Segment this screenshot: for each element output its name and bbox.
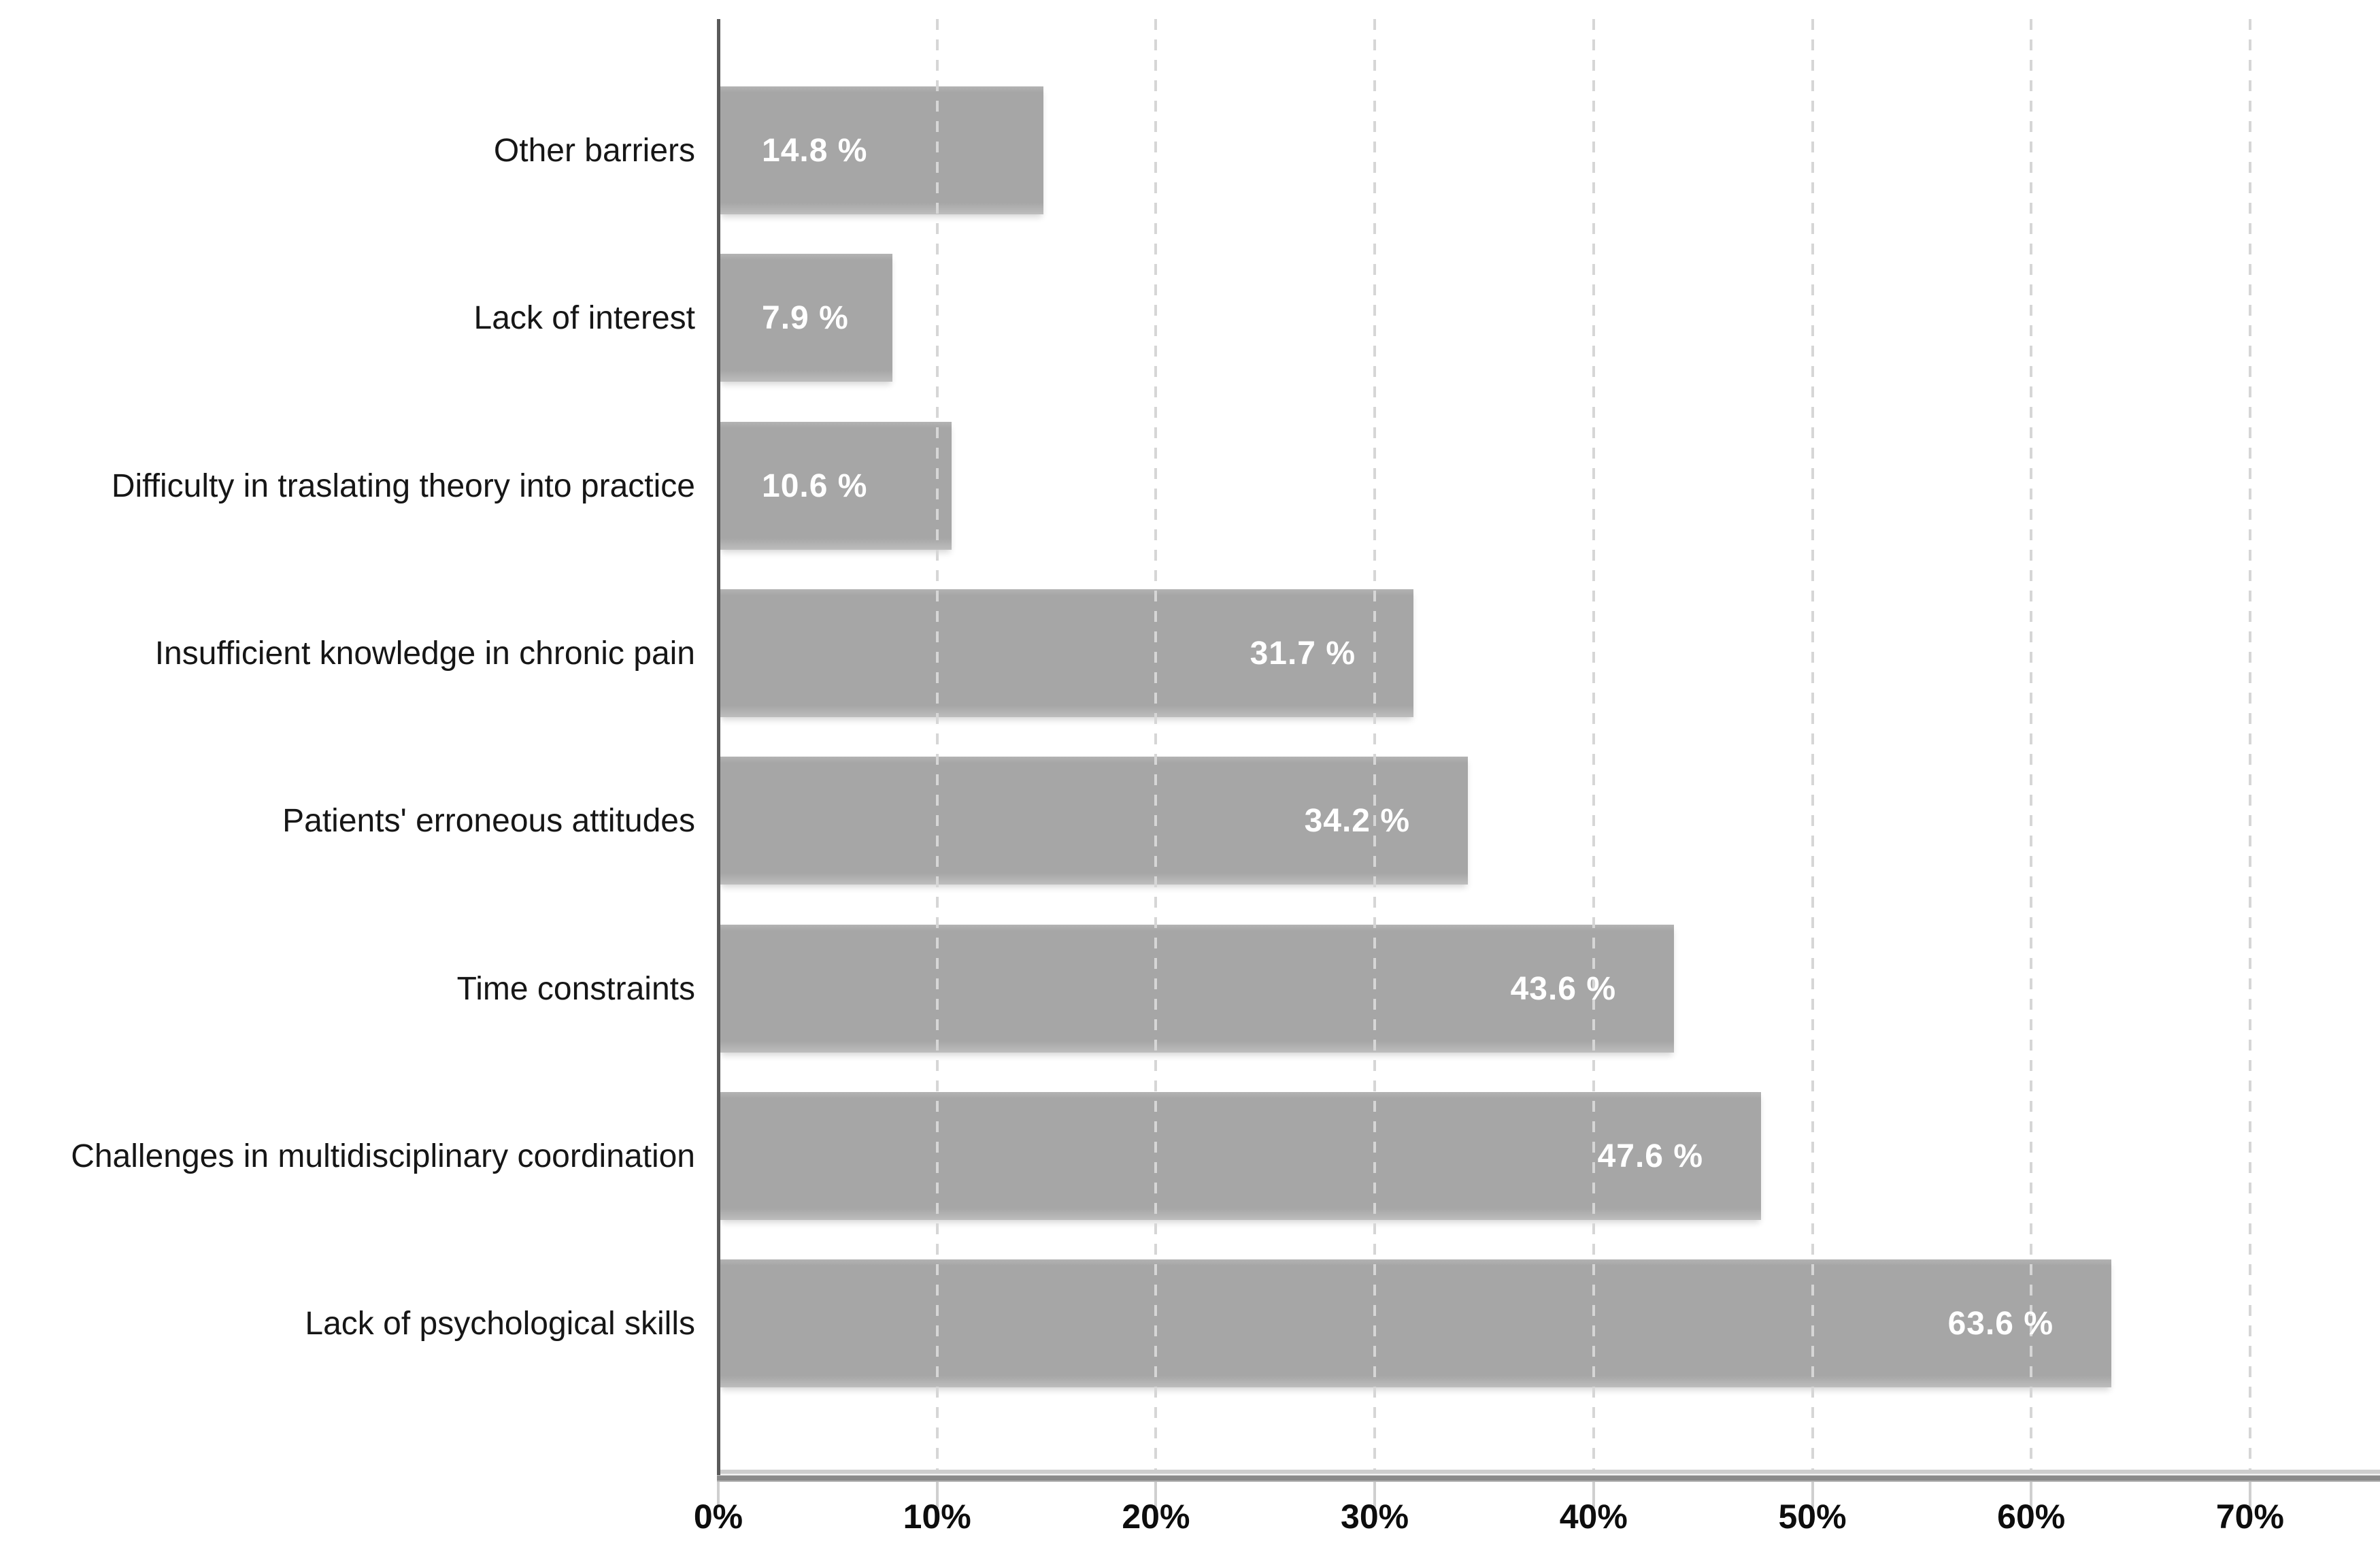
x-axis-tick-label: 0% [693, 1498, 743, 1536]
x-axis-tick-label: 40% [1559, 1498, 1628, 1536]
x-axis-tick [2030, 1482, 2033, 1508]
bar [720, 1092, 1761, 1220]
x-axis-tick-label: 20% [1122, 1498, 1190, 1536]
gridline-10pct [935, 19, 939, 1470]
bar [720, 422, 952, 550]
bar [720, 757, 1468, 885]
gridline-60pct [2030, 19, 2033, 1470]
category-label: Insufficient knowledge in chronic pain [154, 635, 695, 672]
y-axis-line [717, 19, 720, 1475]
bar-value-label: 34.2 % [1304, 802, 1410, 839]
bar [720, 1259, 2111, 1387]
gridline-50pct [1811, 19, 1814, 1470]
bar-value-label: 31.7 % [1250, 635, 1356, 672]
x-axis-tick [1373, 1482, 1377, 1508]
x-axis-tick-label: 60% [1997, 1498, 2066, 1536]
x-axis-tick [717, 1482, 720, 1508]
gridline-20pct [1154, 19, 1158, 1470]
x-axis-baseline [717, 1470, 2380, 1482]
bar-value-label: 10.6 % [762, 467, 868, 504]
x-axis-tick-label: 50% [1778, 1498, 1847, 1536]
gridline-30pct [1373, 19, 1377, 1470]
category-label: Lack of psychological skills [305, 1305, 695, 1342]
category-label: Other barriers [493, 132, 695, 169]
gridline-40pct [1592, 19, 1595, 1470]
bar [720, 254, 892, 382]
category-label: Difficulty in traslating theory into pra… [111, 467, 695, 504]
bar-value-label: 47.6 % [1597, 1138, 1703, 1174]
gridline-70pct [2248, 19, 2251, 1470]
bar-value-label: 43.6 % [1510, 970, 1616, 1007]
x-axis-tick [935, 1482, 939, 1508]
x-axis-tick-label: 30% [1341, 1498, 1409, 1536]
x-axis-tick [1154, 1482, 1158, 1508]
x-axis-tick [1811, 1482, 1814, 1508]
bar [720, 86, 1043, 214]
x-axis-tick-label: 10% [903, 1498, 971, 1536]
bar-value-label: 63.6 % [1947, 1305, 2054, 1342]
x-axis-tick-label: 70% [2215, 1498, 2284, 1536]
category-label: Time constraints [456, 970, 695, 1007]
bar-value-label: 14.8 % [762, 132, 868, 169]
category-label: Patients' erroneous attitudes [282, 802, 695, 839]
category-label: Lack of interest [473, 299, 696, 336]
bar [720, 589, 1413, 717]
bar [720, 925, 1674, 1053]
category-label: Challenges in multidisciplinary coordina… [71, 1138, 695, 1174]
x-axis-tick [2248, 1482, 2251, 1508]
bar-value-label: 7.9 % [762, 299, 849, 336]
x-axis-tick [1592, 1482, 1595, 1508]
